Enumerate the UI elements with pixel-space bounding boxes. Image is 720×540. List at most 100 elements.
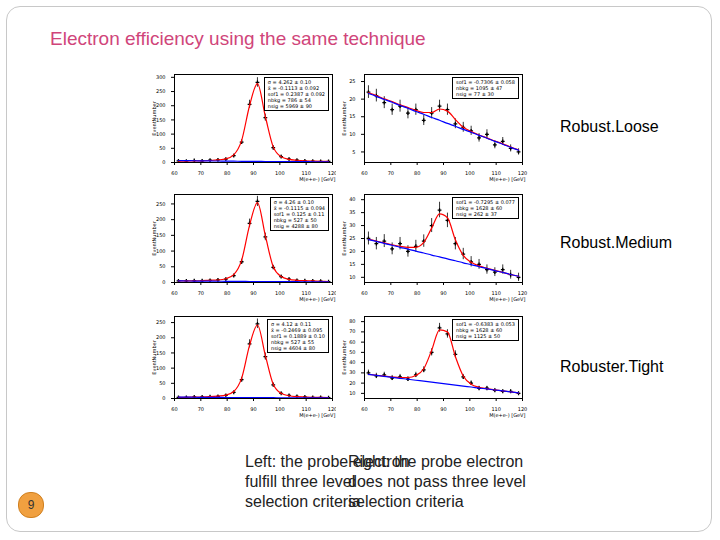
svg-text:50: 50: [349, 349, 355, 355]
svg-text:M(e+e-) [GeV]: M(e+e-) [GeV]: [299, 176, 335, 182]
svg-text:35: 35: [349, 209, 355, 215]
svg-text:60: 60: [361, 170, 367, 176]
svg-text:90: 90: [440, 406, 446, 412]
svg-text:100: 100: [156, 131, 166, 137]
html-text:9: 9: [27, 498, 35, 512]
svg-text:50: 50: [159, 263, 165, 269]
svg-text:100: 100: [156, 248, 166, 254]
svg-text:20: 20: [349, 248, 355, 254]
svg-text:M(e+e-) [GeV]: M(e+e-) [GeV]: [489, 412, 525, 418]
svg-text:150: 150: [156, 117, 166, 123]
svg-text:15: 15: [349, 261, 355, 267]
svg-text:M(e+e-) [GeV]: M(e+e-) [GeV]: [299, 412, 335, 418]
svg-text:90: 90: [250, 406, 256, 412]
svg-text:150: 150: [156, 350, 166, 356]
html-text:sof1 = 0.2387 ± 0.092: sof1 = 0.2387 ± 0.092: [267, 91, 325, 97]
svg-text:300: 300: [156, 74, 166, 80]
html-text:Robust.Loose: Robust.Loose: [560, 118, 659, 135]
svg-text:110: 110: [491, 170, 501, 177]
html-text:fulfill three level: fulfill three level: [245, 473, 356, 490]
svg-text:100: 100: [465, 406, 475, 412]
svg-text:80: 80: [224, 290, 230, 296]
svg-text:20: 20: [349, 380, 355, 386]
svg-text:M(e+e-) [GeV]: M(e+e-) [GeV]: [489, 296, 525, 302]
svg-text:60: 60: [361, 406, 367, 412]
svg-text:40: 40: [349, 196, 355, 202]
svg-text:250: 250: [156, 88, 166, 94]
svg-text:80: 80: [414, 170, 420, 176]
html-text:Robuster.Tight: Robuster.Tight: [560, 358, 664, 375]
svg-text:100: 100: [465, 290, 475, 296]
svg-text:60: 60: [171, 170, 177, 176]
svg-text:10: 10: [349, 274, 355, 280]
svg-text:200: 200: [156, 216, 166, 222]
svg-text:70: 70: [198, 290, 204, 296]
svg-text:110: 110: [301, 170, 311, 177]
svg-text:150: 150: [156, 232, 166, 238]
svg-text:50: 50: [159, 380, 165, 386]
svg-text:70: 70: [349, 328, 355, 334]
html-text:Robust.Medium: Robust.Medium: [560, 234, 672, 251]
svg-text:70: 70: [388, 406, 394, 412]
html-text:Right: the probe electron: Right: the probe electron: [348, 453, 524, 470]
svg-text:100: 100: [275, 170, 285, 176]
svg-text:EventNumber: EventNumber: [151, 339, 157, 374]
svg-text:120: 120: [517, 170, 528, 177]
html-text:nsig = 5969 ± 90: nsig = 5969 ± 90: [267, 103, 312, 109]
svg-text:EventNumber: EventNumber: [341, 339, 347, 374]
svg-text:80: 80: [414, 290, 420, 296]
svg-text:M(e+e-) [GeV]: M(e+e-) [GeV]: [299, 296, 335, 302]
svg-text:200: 200: [156, 102, 166, 108]
svg-text:20: 20: [349, 96, 355, 102]
svg-text:60: 60: [171, 406, 177, 412]
svg-text:100: 100: [465, 170, 475, 176]
svg-text:5: 5: [352, 149, 355, 155]
svg-text:80: 80: [414, 406, 420, 412]
svg-text:60: 60: [361, 290, 367, 296]
svg-text:0: 0: [162, 279, 165, 285]
svg-text:EventNumber: EventNumber: [341, 100, 347, 135]
svg-text:30: 30: [349, 369, 355, 375]
svg-text:90: 90: [440, 170, 446, 176]
html-text:Left: the probe electron: Left: the probe electron: [245, 453, 410, 470]
svg-text:EventNumber: EventNumber: [151, 220, 157, 255]
svg-text:100: 100: [156, 365, 166, 371]
html-text:x̄ = -0.1113 ± 0.092: x̄ = -0.1113 ± 0.092: [267, 85, 320, 91]
svg-text:250: 250: [156, 201, 166, 207]
svg-text:70: 70: [388, 170, 394, 176]
svg-text:70: 70: [388, 290, 394, 296]
svg-text:30: 30: [349, 222, 355, 228]
svg-text:M(e+e-) [GeV]: M(e+e-) [GeV]: [489, 176, 525, 182]
svg-text:80: 80: [224, 406, 230, 412]
svg-text:10: 10: [349, 390, 355, 396]
html-text:selection criteria: selection criteria: [245, 493, 361, 510]
html-text:selection criteria: selection criteria: [348, 493, 464, 510]
svg-text:70: 70: [198, 170, 204, 176]
svg-text:EventNumber: EventNumber: [341, 220, 347, 255]
html-text:σ = 4.262 ± 0.10: σ = 4.262 ± 0.10: [267, 79, 312, 85]
svg-text:25: 25: [349, 235, 355, 241]
svg-text:15: 15: [349, 113, 355, 119]
html-text:nbkg = 786 ± 54: nbkg = 786 ± 54: [267, 97, 311, 103]
svg-text:60: 60: [349, 339, 355, 345]
svg-text:100: 100: [275, 406, 285, 412]
svg-text:80: 80: [349, 318, 355, 324]
svg-text:90: 90: [440, 290, 446, 296]
svg-text:80: 80: [224, 170, 230, 176]
svg-text:70: 70: [198, 406, 204, 412]
html-text:Electron efficiency using the: Electron efficiency using the same techn…: [50, 28, 426, 49]
svg-text:200: 200: [156, 334, 166, 340]
svg-text:25: 25: [349, 78, 355, 84]
svg-text:0: 0: [162, 159, 165, 165]
svg-text:90: 90: [250, 290, 256, 296]
svg-text:90: 90: [250, 170, 256, 176]
svg-text:250: 250: [156, 319, 166, 325]
svg-text:60: 60: [171, 290, 177, 296]
svg-text:0: 0: [162, 395, 165, 401]
svg-text:40: 40: [349, 359, 355, 365]
svg-text:10: 10: [349, 131, 355, 137]
svg-text:EventNumber: EventNumber: [151, 100, 157, 135]
svg-text:100: 100: [275, 290, 285, 296]
svg-text:50: 50: [159, 145, 165, 151]
html-text:does not pass three level: does not pass three level: [348, 473, 526, 490]
